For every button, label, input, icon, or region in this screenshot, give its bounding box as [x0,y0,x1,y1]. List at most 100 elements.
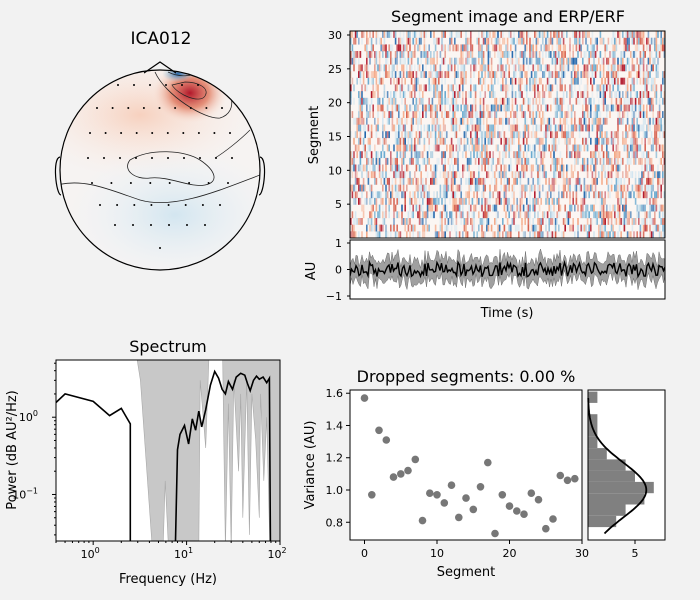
image-cell [423,31,426,38]
image-cell [647,211,650,219]
image-cell [554,124,557,132]
image-cell [535,131,538,139]
image-cell [455,71,458,78]
image-cell [455,91,458,98]
image-cell [508,151,510,159]
image-cell [556,91,558,98]
image-cell [543,44,546,52]
image-cell [562,97,565,105]
image-cell [462,64,464,72]
image-cell [622,111,624,118]
image-cell [596,124,598,132]
image-cell [398,191,400,199]
image-stripes [350,31,665,238]
image-cell [652,37,654,45]
image-cell [602,151,605,159]
image-cell [566,191,568,199]
image-cell [655,91,658,98]
image-cell [361,104,363,112]
image-cell [409,44,411,52]
image-cell [559,117,562,125]
image-cell [561,171,563,179]
image-cell [492,151,494,159]
image-cell [487,57,490,65]
image-cell [481,64,483,72]
image-cell [409,191,411,199]
image-cell [446,224,448,232]
image-cell [361,184,363,192]
image-cell [618,197,621,205]
image-cell [583,137,586,145]
image-cell [561,77,563,85]
image-cell [636,211,638,219]
image-cell [601,177,603,185]
image-cell [519,197,522,205]
image-cell [458,231,461,238]
image-cell [558,57,560,65]
image-cell [526,204,528,212]
image-cell [470,111,472,118]
image-cell [562,218,565,225]
image-cell [550,37,552,45]
image-cell [494,131,496,139]
image-cell [639,157,642,165]
image-cell [630,84,632,92]
image-cell [495,211,498,219]
image-cell [466,177,469,185]
image-cell [354,31,357,38]
spectrum-xtick-label: 101 [174,546,193,561]
image-cell [607,57,610,65]
image-cell [354,37,357,45]
image-cell [444,218,446,225]
image-cell [452,171,454,179]
image-cell [580,77,582,85]
image-cell [524,231,526,238]
image-cell [513,117,515,125]
image-cell [394,177,397,185]
scatter-point [433,491,441,499]
image-cell [524,171,526,179]
image-cell [444,91,446,98]
image-cell [614,151,616,159]
image-cell [548,51,550,58]
image-cell [396,51,398,58]
image-cell [505,171,507,179]
image-cell [417,177,419,185]
image-cell [586,137,589,145]
image-cell [385,204,387,212]
image-cell [396,57,398,65]
image-cell [596,91,598,98]
image-cell [418,64,421,72]
image-cell [378,164,381,172]
image-cell [409,204,411,212]
image-cell [479,77,482,85]
image-cell [382,171,384,179]
image-cell [353,151,355,159]
image-cell [601,171,603,179]
image-cell [543,144,546,152]
image-cell [642,91,645,98]
erp-ylabel: AU [304,262,319,280]
image-cell [542,151,544,159]
hist-bar [588,459,626,471]
image-cell [439,137,442,145]
image-cell [494,117,496,125]
image-cell [522,171,525,179]
image-cell [660,231,662,238]
image-cell [351,44,354,52]
image-cell [434,137,437,145]
image-cell [527,124,530,132]
image-cell [546,211,549,219]
image-cell [562,51,565,58]
image-cell [535,44,538,52]
image-ytick-label: 5 [335,198,342,211]
image-cell [468,37,470,45]
image-cell [386,97,389,105]
image-cell [495,184,498,192]
image-cell [649,224,651,232]
image-cell [402,137,405,145]
image-cell [473,204,475,212]
image-cell [431,211,434,219]
image-cell [370,157,373,165]
image-cell [513,191,515,199]
